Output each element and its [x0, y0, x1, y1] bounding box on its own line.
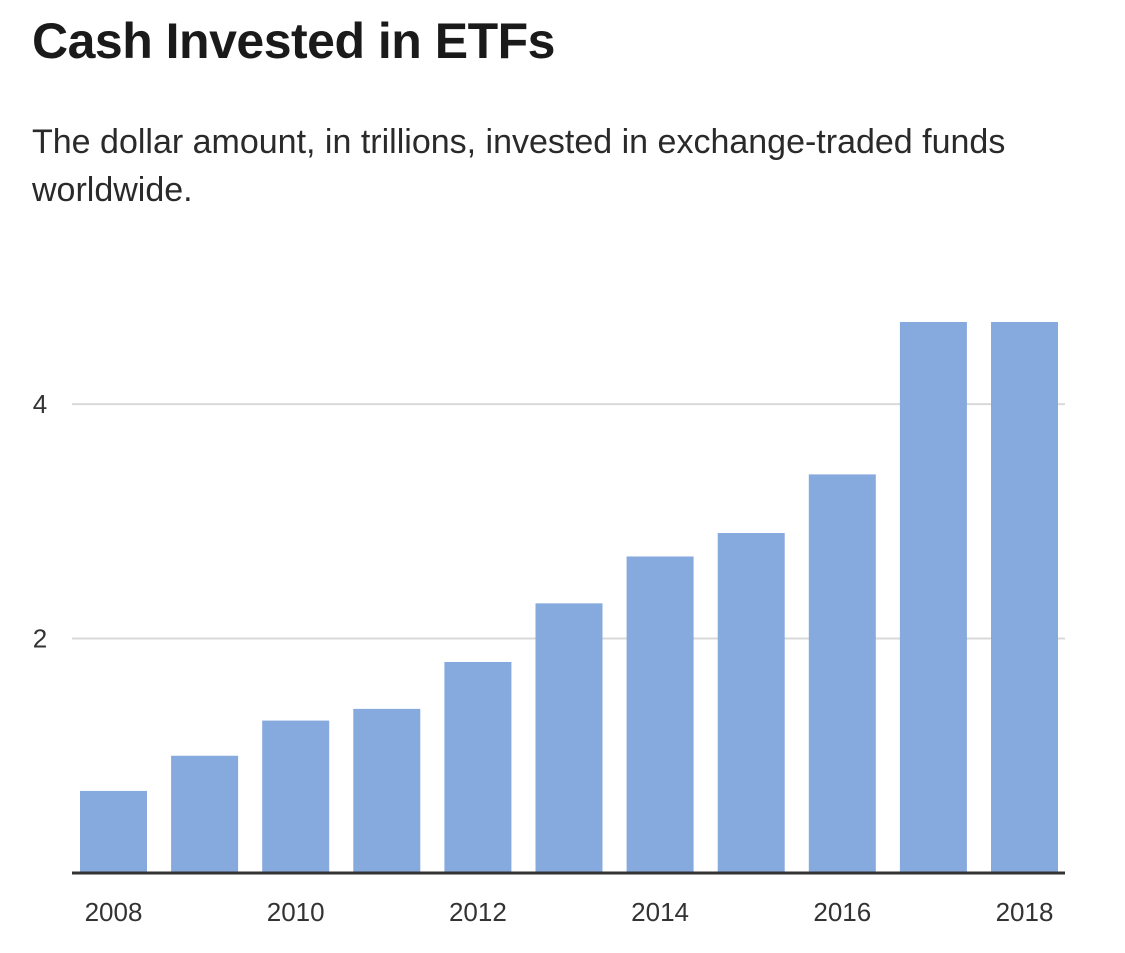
bars	[80, 322, 1058, 873]
bar-2009	[171, 755, 239, 873]
bar-2012	[444, 661, 512, 873]
y-tick-label: 2	[33, 624, 47, 654]
x-axis-labels: 2008 2010 2012 2014 2016 2018	[85, 897, 1054, 927]
y-tick-label: 4	[33, 389, 47, 419]
bar-2011	[353, 708, 421, 873]
bar-2013	[535, 603, 603, 873]
bar-2016	[808, 474, 876, 873]
x-tick-label: 2014	[631, 897, 689, 927]
x-tick-label: 2008	[85, 897, 143, 927]
x-tick-label: 2018	[996, 897, 1054, 927]
x-tick-label: 2016	[813, 897, 871, 927]
chart-subtitle: The dollar amount, in trillions, investe…	[32, 123, 1006, 209]
bar-2008	[80, 790, 147, 873]
chart-title: Cash Invested in ETFs	[32, 13, 555, 69]
bar-2010	[262, 720, 330, 873]
bar-2018	[991, 322, 1058, 873]
y-axis-labels: 24	[33, 389, 47, 653]
bar-2015	[717, 533, 785, 873]
bar-2014	[626, 556, 694, 873]
bar-2017	[899, 322, 967, 873]
x-tick-label: 2010	[267, 897, 325, 927]
x-tick-label: 2012	[449, 897, 507, 927]
